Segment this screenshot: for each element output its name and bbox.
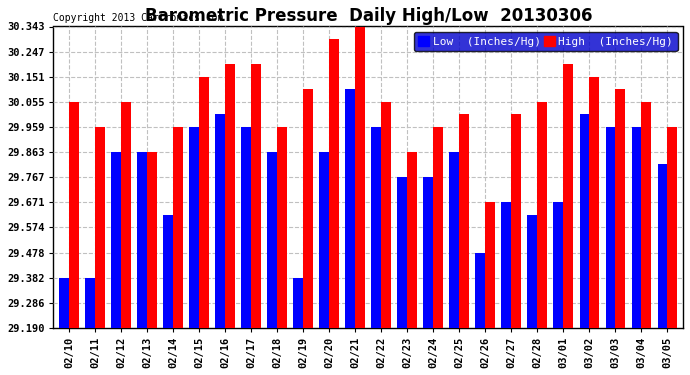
Bar xyxy=(382,102,391,328)
Bar xyxy=(631,127,642,328)
Bar xyxy=(303,89,313,328)
Bar xyxy=(319,152,329,328)
Bar xyxy=(277,127,287,328)
Bar xyxy=(580,114,589,328)
Bar xyxy=(449,152,460,328)
Bar xyxy=(485,202,495,328)
Bar xyxy=(199,76,209,328)
Bar xyxy=(475,252,485,328)
Bar xyxy=(85,278,95,328)
Bar xyxy=(563,64,573,328)
Bar xyxy=(225,64,235,328)
Bar xyxy=(371,127,382,328)
Bar xyxy=(667,127,678,328)
Bar xyxy=(111,152,121,328)
Bar xyxy=(424,177,433,328)
Bar xyxy=(164,214,173,328)
Bar xyxy=(527,214,538,328)
Bar xyxy=(147,152,157,328)
Bar xyxy=(69,102,79,328)
Title: Barometric Pressure  Daily High/Low  20130306: Barometric Pressure Daily High/Low 20130… xyxy=(144,7,592,25)
Bar xyxy=(460,114,469,328)
Bar xyxy=(589,76,600,328)
Bar xyxy=(293,278,303,328)
Bar xyxy=(606,127,615,328)
Bar xyxy=(329,39,339,328)
Text: Copyright 2013 Cartronics.com: Copyright 2013 Cartronics.com xyxy=(53,13,224,24)
Legend: Low  (Inches/Hg), High  (Inches/Hg): Low (Inches/Hg), High (Inches/Hg) xyxy=(413,32,678,51)
Bar xyxy=(615,89,625,328)
Bar xyxy=(95,127,105,328)
Bar xyxy=(137,152,147,328)
Bar xyxy=(267,152,277,328)
Bar xyxy=(346,89,355,328)
Bar xyxy=(511,114,521,328)
Bar xyxy=(502,202,511,328)
Bar xyxy=(553,202,563,328)
Bar xyxy=(642,102,651,328)
Bar xyxy=(215,114,225,328)
Bar xyxy=(433,127,443,328)
Bar xyxy=(173,127,183,328)
Bar xyxy=(121,102,131,328)
Bar xyxy=(251,64,261,328)
Bar xyxy=(397,177,407,328)
Bar xyxy=(59,278,69,328)
Bar xyxy=(407,152,417,328)
Bar xyxy=(241,127,251,328)
Bar xyxy=(355,27,365,328)
Bar xyxy=(658,165,667,328)
Bar xyxy=(189,127,199,328)
Bar xyxy=(538,102,547,328)
